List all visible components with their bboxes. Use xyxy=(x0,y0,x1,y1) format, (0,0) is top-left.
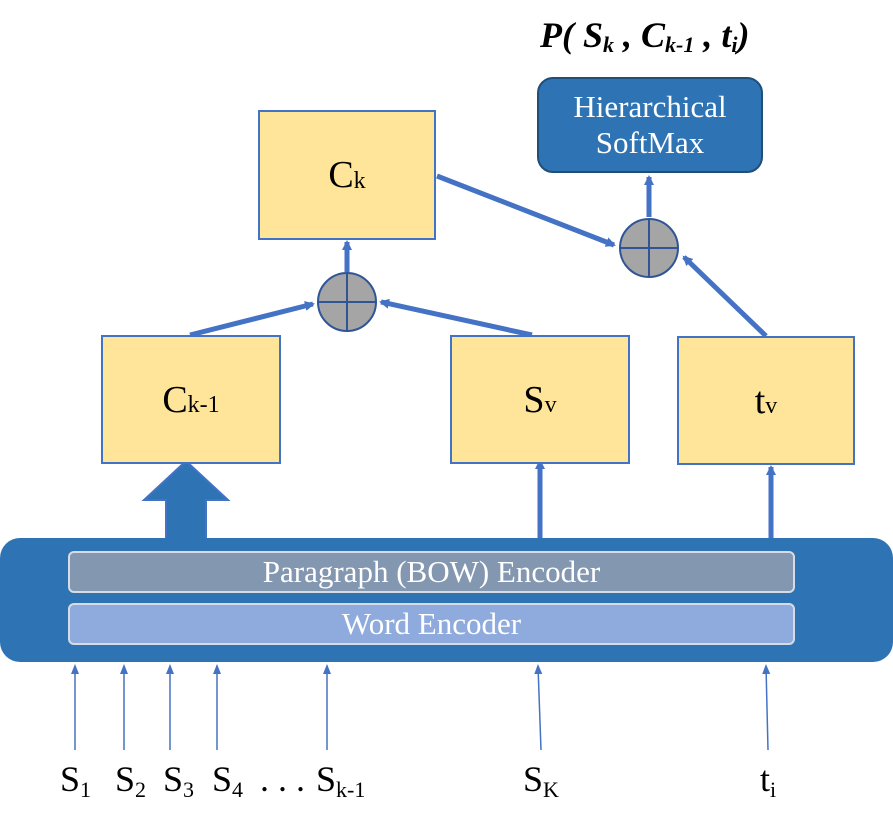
hierarchical-softmax-node: Hierarchical SoftMax xyxy=(537,77,763,173)
arrow-ck1-to-sum xyxy=(189,301,315,338)
input-arrow xyxy=(534,664,543,751)
input-label-sk-minus-1: Sk-1 xyxy=(316,759,366,802)
input-label-s1: S1 xyxy=(60,759,92,802)
input-label-s2: S2 xyxy=(115,759,147,802)
input-label-s4: S4 xyxy=(212,759,244,802)
input-label-sk: SK xyxy=(523,759,559,802)
arrow-tv-to-sum2 xyxy=(682,255,768,338)
arrow-ck-to-sum2 xyxy=(436,173,616,248)
sum-node xyxy=(619,218,679,278)
input-label-ellipsis: . . . xyxy=(260,759,305,799)
output-probability: P( Sk , Ck-1 , ti) xyxy=(540,15,750,57)
softmax-line2: SoftMax xyxy=(595,125,705,160)
input-label-ti: ti xyxy=(760,759,777,802)
softmax-line1: Hierarchical xyxy=(573,89,727,124)
arrow-sv-to-sum xyxy=(379,298,533,338)
word-encoder: Word Encoder xyxy=(68,603,795,645)
block-arrow-encoder-to-ck1 xyxy=(141,459,231,541)
input-arrow xyxy=(762,664,771,751)
paragraph-encoder: Paragraph (BOW) Encoder xyxy=(68,551,795,593)
input-label-s3: S3 xyxy=(163,759,195,802)
sum-node xyxy=(317,272,377,332)
